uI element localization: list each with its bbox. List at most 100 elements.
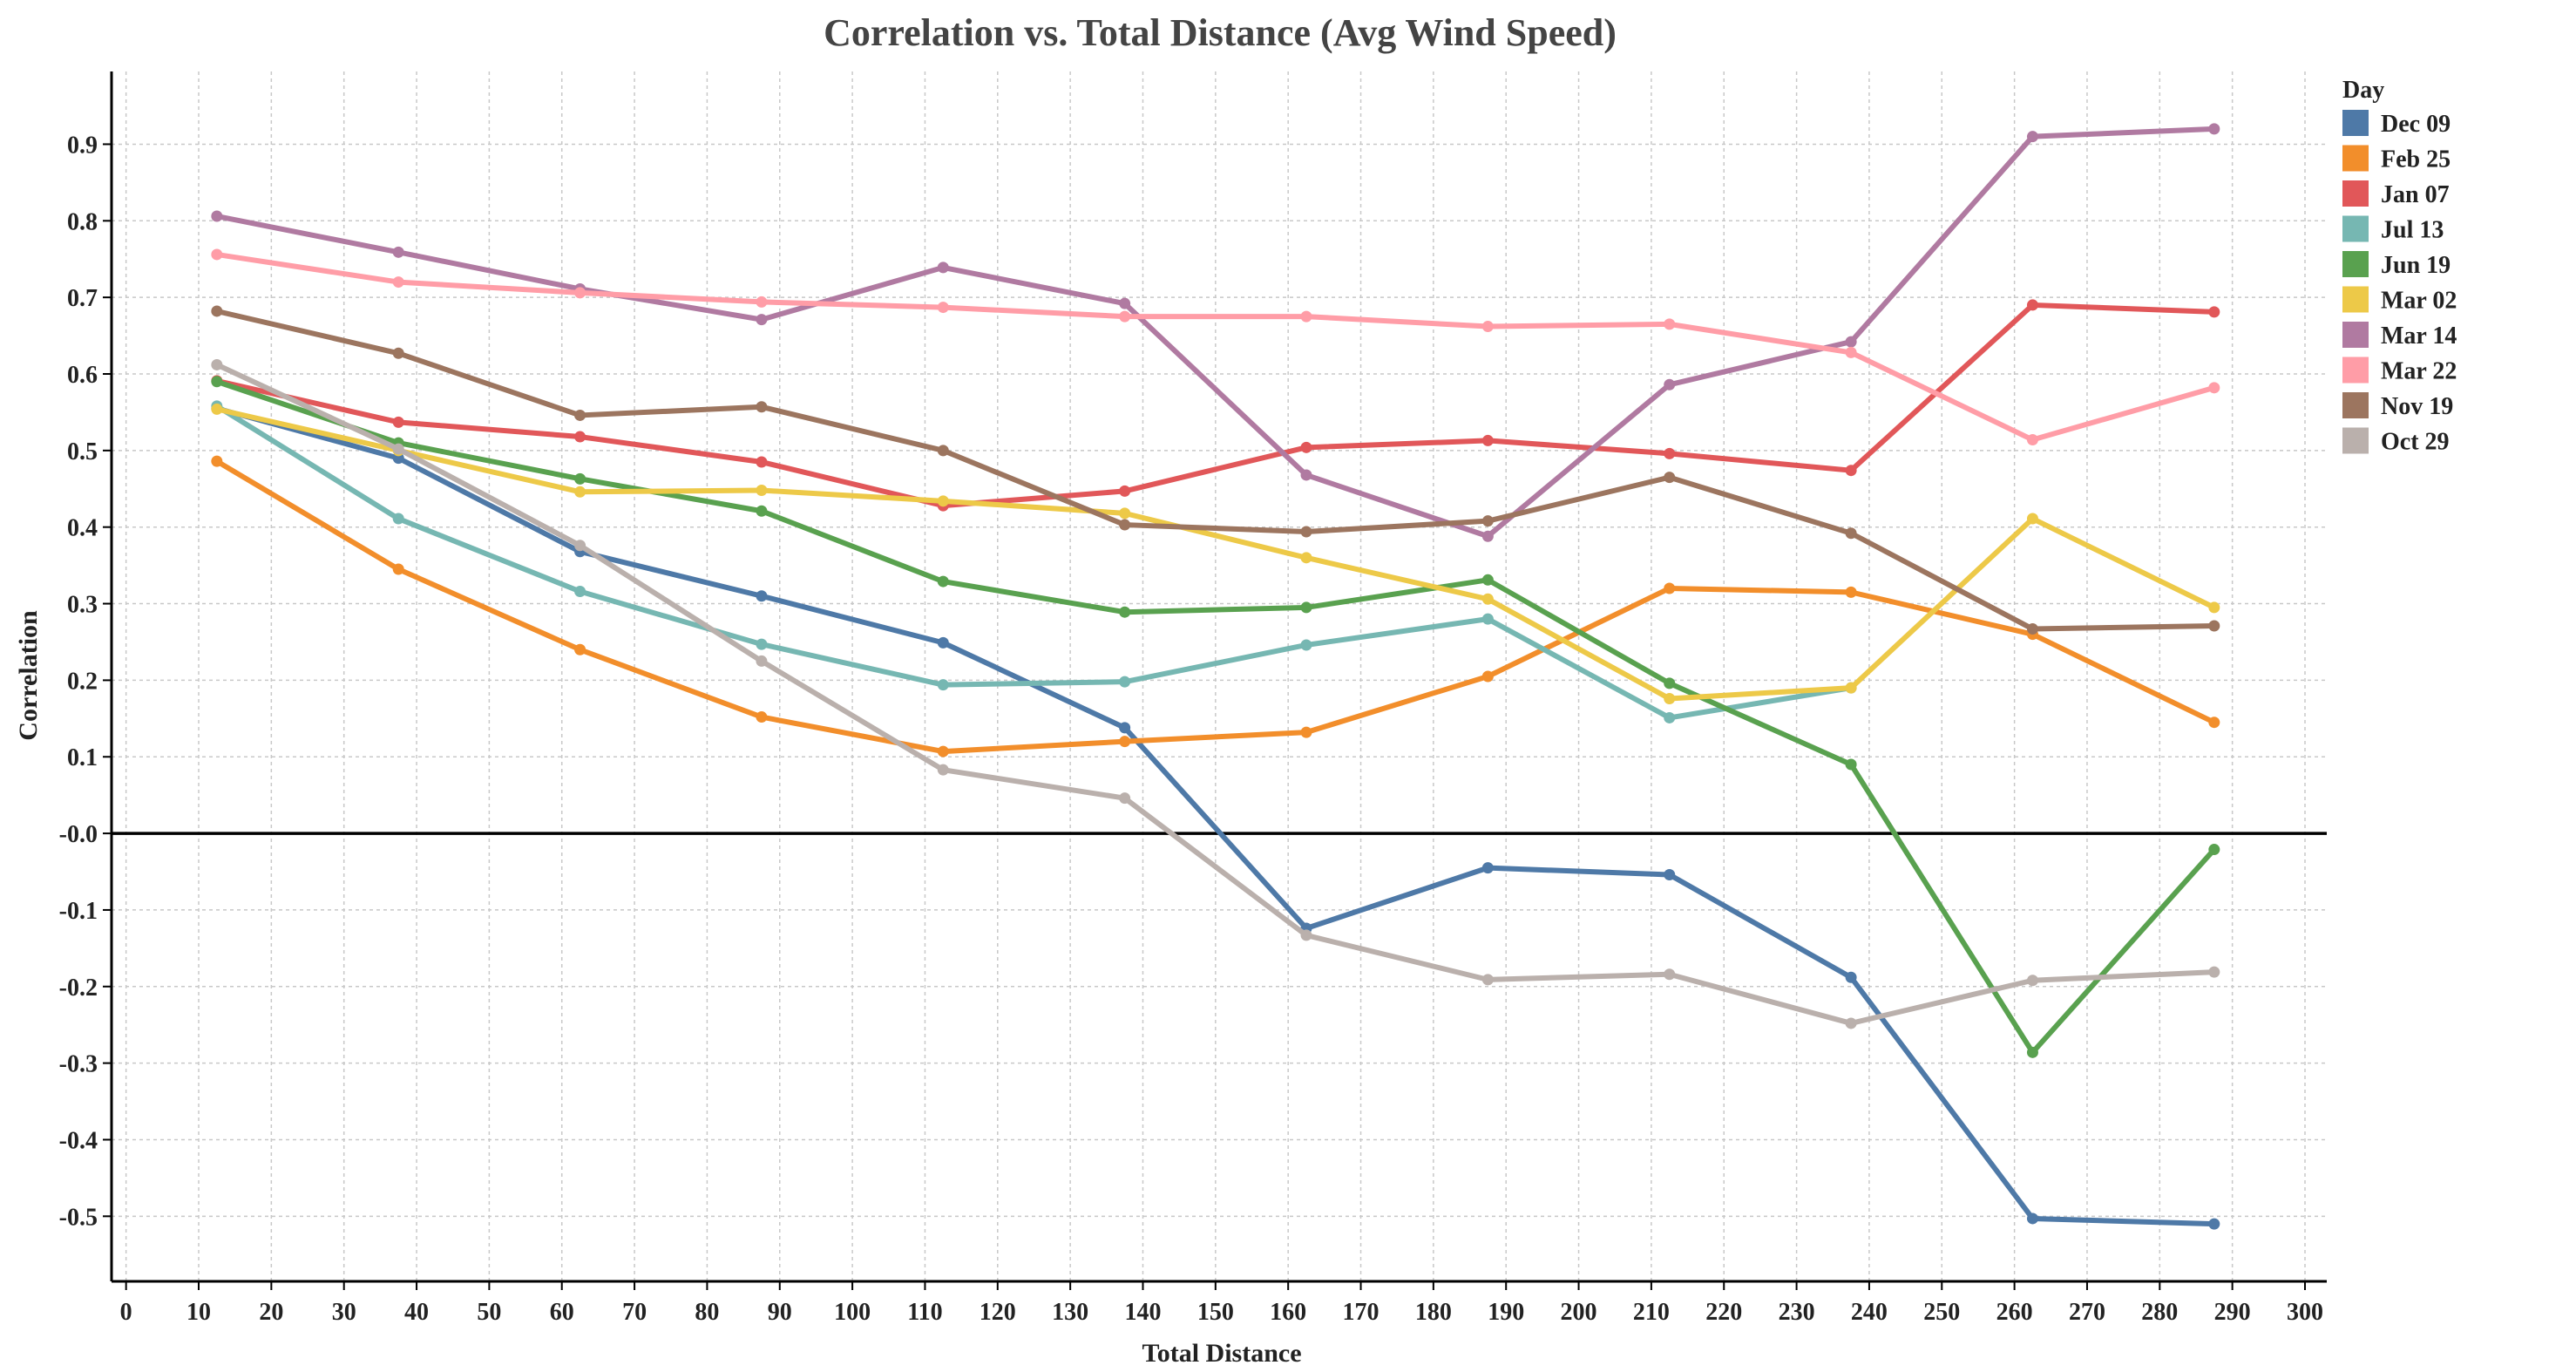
data-point [1664,447,1676,459]
x-tick-label: 190 [1488,1299,1524,1326]
data-point [2208,306,2220,318]
data-point [211,305,223,317]
legend-label: Feb 25 [2381,146,2451,173]
data-point [1481,434,1494,446]
data-point [937,679,949,691]
data-point [1845,465,1857,477]
data-point [1664,677,1676,689]
data-point [756,401,768,413]
x-tick-label: 130 [1052,1299,1088,1326]
data-point [574,486,586,498]
data-point [937,764,949,776]
data-point [1481,530,1494,542]
legend-swatch [2342,251,2369,277]
x-tick-label: 240 [1851,1299,1888,1326]
data-point [2208,717,2220,729]
data-point [1845,336,1857,348]
data-point [1481,613,1494,625]
data-point [2208,966,2220,978]
data-point [937,575,949,588]
data-point [756,295,768,308]
data-point [1481,670,1494,683]
data-point [392,276,404,289]
legend-swatch [2342,215,2369,242]
legend-item-jun-19: Jun 19 [2342,251,2451,279]
data-point [392,513,404,525]
data-point [1845,682,1857,694]
legend-swatch [2342,392,2369,418]
x-tick-label: 150 [1197,1299,1234,1326]
x-tick-label: 230 [1779,1299,1815,1326]
data-point [756,505,768,517]
data-point [1300,526,1312,538]
data-point [1664,472,1676,484]
x-tick-label: 110 [907,1299,942,1326]
data-point [211,248,223,261]
legend-label: Jul 13 [2381,217,2444,244]
x-axis-label: Total Distance [1142,1339,1301,1368]
data-point [211,376,223,388]
legend-swatch [2342,180,2369,207]
data-point [211,403,223,415]
data-point [392,246,404,258]
data-point [1845,586,1857,598]
legend-item-oct-29: Oct 29 [2342,427,2450,456]
series-mar-22 [211,248,2220,446]
x-tick-label: 90 [768,1299,792,1326]
data-point [756,456,768,468]
x-tick-label: 120 [980,1299,1016,1326]
series-line-mar-02 [214,406,2217,702]
data-point [574,287,586,299]
x-tick-label: 180 [1415,1299,1452,1326]
series-feb-25 [211,455,2220,757]
data-point [574,643,586,655]
data-point [392,416,404,428]
legend-swatch [2342,322,2369,348]
data-point [2208,844,2220,856]
data-point [1300,310,1312,323]
series-line-oct-29 [214,362,2217,1026]
x-tick-label: 70 [622,1299,647,1326]
data-point [1300,601,1312,614]
y-tick-label: 0.8 [67,208,98,235]
legend-label: Mar 02 [2381,288,2457,315]
data-point [756,711,768,723]
y-tick-label: 0.1 [67,744,98,771]
y-tick-label: 0.5 [67,438,98,465]
legend-label: Jun 19 [2381,252,2451,279]
legend-item-mar-14: Mar 14 [2342,322,2457,350]
data-point [1119,519,1131,531]
data-point [1119,310,1131,323]
x-tick-label: 210 [1633,1299,1670,1326]
series-line-nov-19 [214,308,2217,632]
data-point [1119,485,1131,497]
tick-labels: 0 10 20 30 40 50 60 70 80 90 100 110 120 130 140 150 160… [59,132,2323,1326]
y-tick-label: -0.3 [59,1051,98,1078]
x-tick-label: 160 [1270,1299,1306,1326]
y-axis-label: Correlation [14,610,43,741]
y-tick-label: 0.3 [67,592,98,619]
legend-label: Jan 07 [2381,181,2450,208]
data-point [1300,441,1312,453]
y-tick-label: 0.4 [67,515,98,542]
data-point [1664,692,1676,704]
data-point [1481,862,1494,874]
data-point [1481,515,1494,527]
data-point [1664,711,1676,723]
data-point [574,431,586,443]
data-point [211,455,223,467]
legend-swatch [2342,110,2369,136]
x-tick-label: 140 [1124,1299,1161,1326]
legend-label: Nov 19 [2381,393,2453,420]
x-tick-label: 270 [2069,1299,2105,1326]
data-point [2208,601,2220,614]
data-point [1845,758,1857,771]
data-point [2026,131,2038,143]
data-point [756,314,768,326]
x-tick-label: 280 [2141,1299,2178,1326]
x-tick-label: 40 [404,1299,429,1326]
data-point [392,563,404,575]
x-tick-label: 260 [1996,1299,2033,1326]
data-point [392,443,404,455]
series-jan-07 [211,299,2220,512]
